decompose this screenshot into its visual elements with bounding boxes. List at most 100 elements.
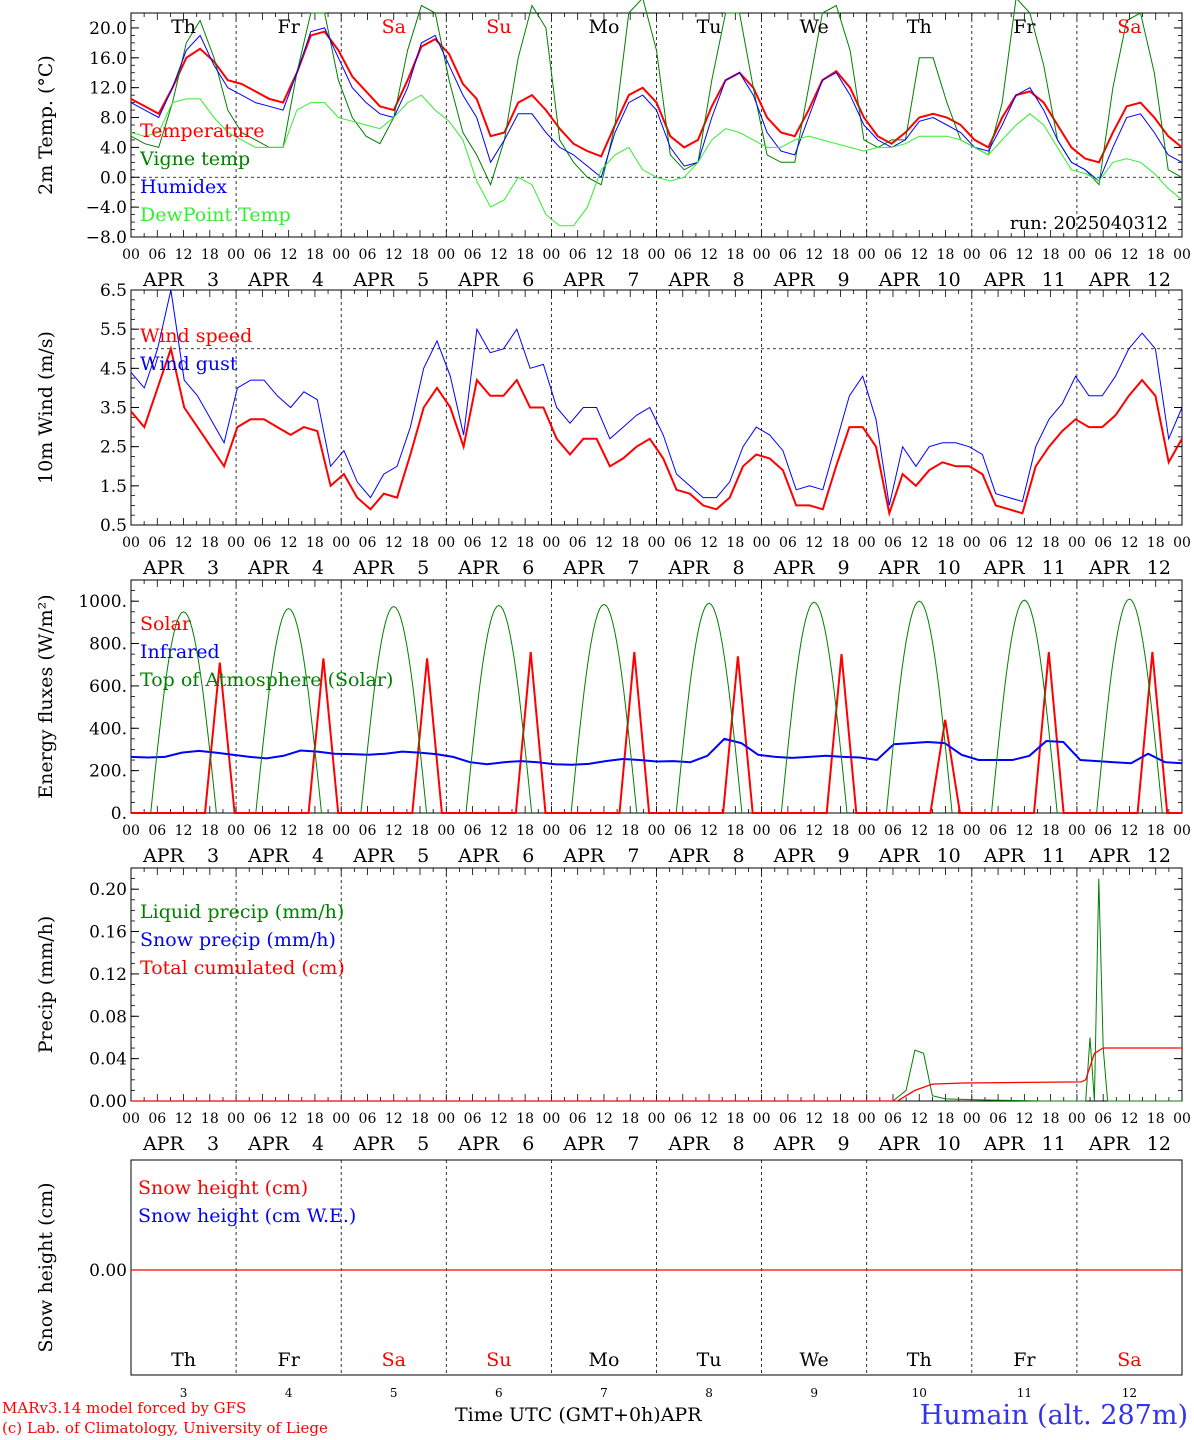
hour-tick-label: 12	[1121, 247, 1139, 263]
hour-tick-label: 18	[306, 823, 324, 839]
date-month-label: APR	[562, 845, 605, 867]
hour-tick-label: 12	[385, 1111, 403, 1127]
date-month-label: APR	[247, 269, 290, 291]
y-tick-label: 600.	[89, 677, 127, 697]
date-day-label: 9	[838, 845, 850, 867]
hour-tick-label: 18	[1147, 247, 1165, 263]
day-name-bottom: Su	[486, 1349, 511, 1371]
hour-tick-label: 06	[359, 535, 377, 551]
hour-tick-label: 06	[464, 247, 482, 263]
day-name-bottom: We	[800, 1349, 829, 1371]
date-day-label: 9	[838, 557, 850, 579]
hour-tick-label: 18	[306, 1111, 324, 1127]
legend-entry: Humidex	[140, 176, 227, 198]
y-axis-title: 10m Wind (m/s)	[35, 331, 57, 484]
hour-tick-label: 18	[516, 823, 534, 839]
hour-tick-label: 06	[569, 247, 587, 263]
hour-tick-label: 18	[621, 535, 639, 551]
hour-tick-label: 18	[411, 823, 429, 839]
date-month-label: APR	[352, 557, 395, 579]
hour-tick-label: 12	[595, 535, 613, 551]
hour-tick-label: 06	[884, 823, 902, 839]
hour-tick-label: 12	[805, 535, 823, 551]
hour-tick-label: 06	[253, 535, 271, 551]
hour-tick-label: 00	[648, 1111, 666, 1127]
date-month-label: APR	[773, 269, 816, 291]
hour-tick-label: 00	[332, 1111, 350, 1127]
hour-tick-label: 18	[937, 535, 955, 551]
hour-tick-label: 06	[359, 1111, 377, 1127]
toa-solar-curve	[570, 603, 638, 814]
hour-tick-label: 06	[569, 1111, 587, 1127]
hour-tick-label: 18	[516, 1111, 534, 1127]
toa-solar-curve	[780, 601, 848, 814]
date-month-label: APR	[1088, 269, 1131, 291]
hour-tick-label: 12	[700, 535, 718, 551]
y-tick-label: 2.5	[100, 438, 127, 458]
date-day-label: 12	[1147, 557, 1171, 579]
day-name-top: Mo	[588, 16, 619, 38]
date-day-label: 9	[838, 269, 850, 291]
y-axis-title: 2m Temp. (°C)	[35, 55, 57, 195]
hour-tick-label: 18	[726, 247, 744, 263]
date-month-label: APR	[352, 1133, 395, 1155]
legend-entry: Liquid precip (mm/h)	[140, 901, 344, 923]
hour-tick-label: 12	[490, 247, 508, 263]
y-tick-label: 4.5	[100, 359, 127, 379]
date-day-label: 10	[937, 845, 961, 867]
hour-tick-label: 18	[937, 1111, 955, 1127]
hour-tick-label: 18	[621, 823, 639, 839]
hour-tick-label: 06	[989, 823, 1007, 839]
date-day-label: 5	[417, 269, 429, 291]
y-tick-label: −4.0	[86, 198, 127, 218]
date-day-label: 10	[937, 1133, 961, 1155]
hour-tick-label: 12	[490, 535, 508, 551]
hour-tick-label: 06	[674, 247, 692, 263]
hour-tick-label: 18	[516, 247, 534, 263]
series-line-infrared	[130, 737, 1183, 766]
date-month-label: APR	[247, 1133, 290, 1155]
hour-tick-label: 00	[858, 823, 876, 839]
hour-tick-label: 12	[175, 247, 193, 263]
date-day-label: 7	[627, 269, 639, 291]
hour-tick-label: 18	[201, 823, 219, 839]
date-day-label: 3	[207, 269, 219, 291]
hour-tick-label: 18	[1147, 1111, 1165, 1127]
model-line: MARv3.14 model forced by GFS	[2, 1399, 247, 1417]
day-number-bottom: 8	[705, 1386, 713, 1400]
date-day-label: 8	[732, 269, 744, 291]
day-name-bottom: Fr	[1013, 1349, 1036, 1371]
hour-tick-label: 18	[1147, 823, 1165, 839]
day-name-bottom: Mo	[588, 1349, 619, 1371]
hour-tick-label: 18	[937, 247, 955, 263]
hour-tick-label: 06	[253, 247, 271, 263]
date-day-label: 7	[627, 557, 639, 579]
date-day-label: 4	[312, 845, 324, 867]
hour-tick-label: 12	[385, 247, 403, 263]
legend-entry: Snow height (cm)	[138, 1177, 308, 1199]
day-number-bottom: 11	[1017, 1386, 1032, 1400]
date-month-label: APR	[983, 1133, 1026, 1155]
hour-tick-label: 00	[648, 823, 666, 839]
hour-tick-label: 06	[884, 535, 902, 551]
series-line-vigne-temp	[130, 0, 1183, 187]
hour-tick-label: 18	[411, 535, 429, 551]
hour-tick-label: 00	[437, 247, 455, 263]
hour-tick-label: 06	[569, 535, 587, 551]
day-name-bottom: Th	[171, 1349, 196, 1371]
hour-tick-label: 06	[359, 823, 377, 839]
date-month-label: APR	[457, 845, 500, 867]
legend-entry: Infrared	[140, 641, 220, 663]
hour-tick-label: 12	[910, 1111, 928, 1127]
hour-tick-label: 18	[621, 1111, 639, 1127]
run-label: run: 2025040312	[1010, 213, 1168, 234]
hour-tick-label: 00	[648, 535, 666, 551]
hour-tick-label: 12	[385, 535, 403, 551]
date-month-label: APR	[562, 557, 605, 579]
legend-entry: Temperature	[140, 120, 264, 142]
hour-tick-label: 00	[332, 823, 350, 839]
day-name-top: Fr	[278, 16, 301, 38]
date-day-label: 12	[1147, 845, 1171, 867]
toa-solar-curve	[465, 604, 533, 814]
series-line-humidex	[130, 27, 1183, 182]
